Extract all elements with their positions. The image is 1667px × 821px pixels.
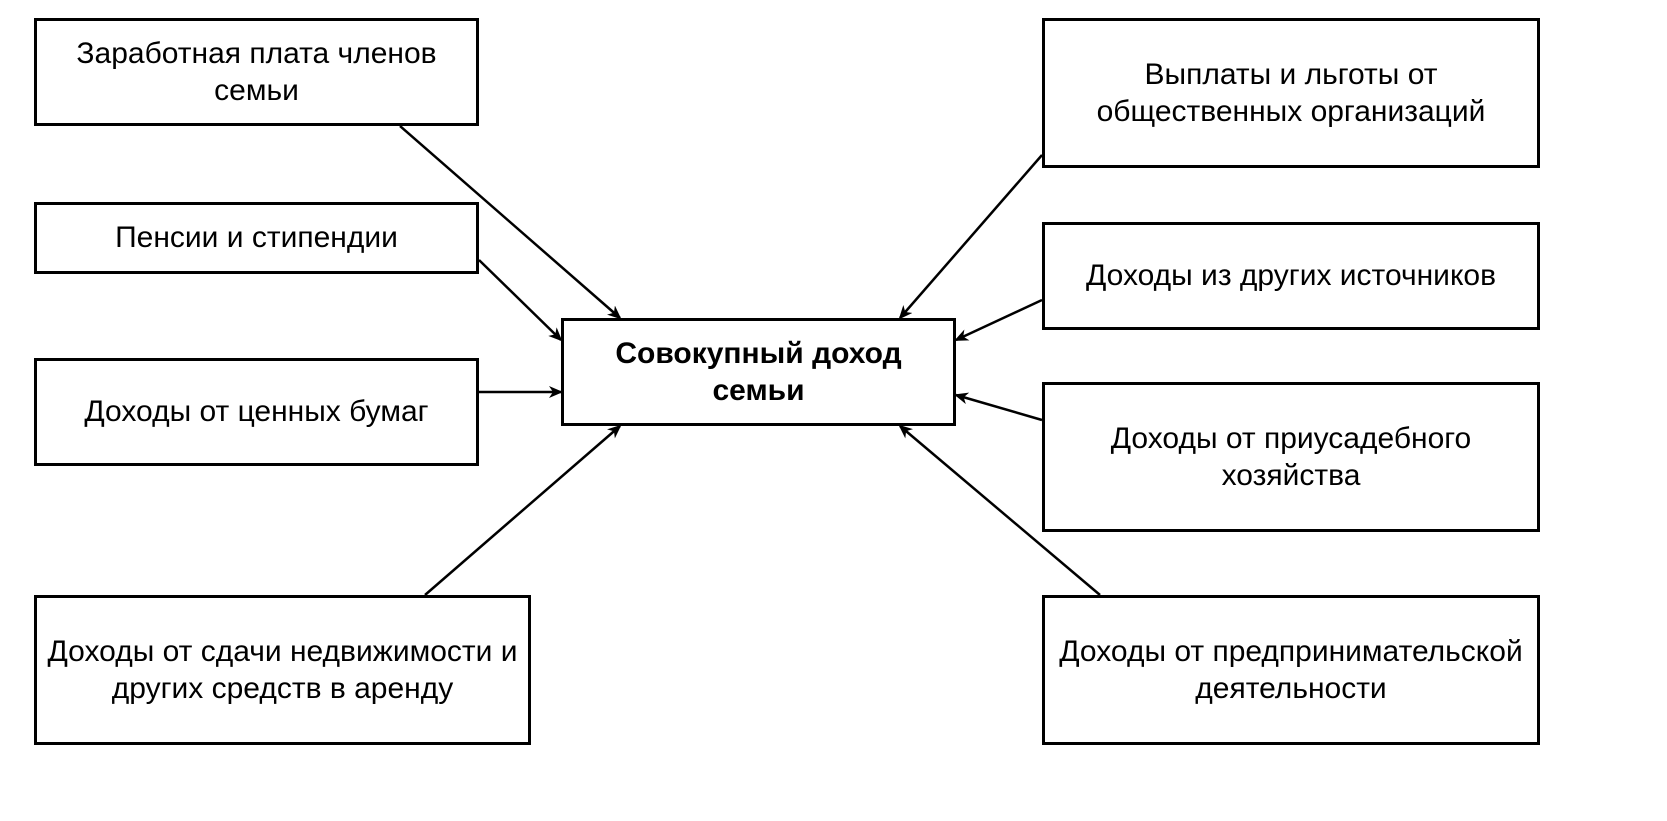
source-node-label: Доходы из других источников — [1055, 257, 1527, 295]
source-node-entrepreneurship: Доходы от предпринимательской деятельнос… — [1042, 595, 1540, 745]
edge-arrow — [479, 260, 561, 340]
center-node: Совокупный доход семьи — [561, 318, 956, 426]
source-node-label: Пенсии и стипендии — [47, 219, 466, 257]
edge-arrow — [956, 300, 1042, 340]
source-node-label: Доходы от предпринимательской деятельнос… — [1055, 633, 1527, 708]
source-node-label: Доходы от ценных бумаг — [47, 393, 466, 431]
source-node-household-plot: Доходы от приусадебного хозяйства — [1042, 382, 1540, 532]
source-node-label: Доходы от приусадебного хозяйства — [1055, 420, 1527, 495]
center-node-label: Совокупный доход семьи — [574, 335, 943, 410]
source-node-label: Выплаты и льготы от общественных организ… — [1055, 56, 1527, 131]
source-node-public-orgs: Выплаты и льготы от общественных организ… — [1042, 18, 1540, 168]
source-node-securities: Доходы от ценных бумаг — [34, 358, 479, 466]
source-node-pensions: Пенсии и стипендии — [34, 202, 479, 274]
source-node-label: Заработная плата членов семьи — [47, 35, 466, 110]
source-node-label: Доходы от сдачи недвижимости и других ср… — [47, 633, 518, 708]
source-node-rent: Доходы от сдачи недвижимости и других ср… — [34, 595, 531, 745]
source-node-other: Доходы из других источников — [1042, 222, 1540, 330]
source-node-wages: Заработная плата членов семьи — [34, 18, 479, 126]
edge-arrow — [900, 155, 1042, 318]
edge-arrow — [956, 395, 1042, 420]
